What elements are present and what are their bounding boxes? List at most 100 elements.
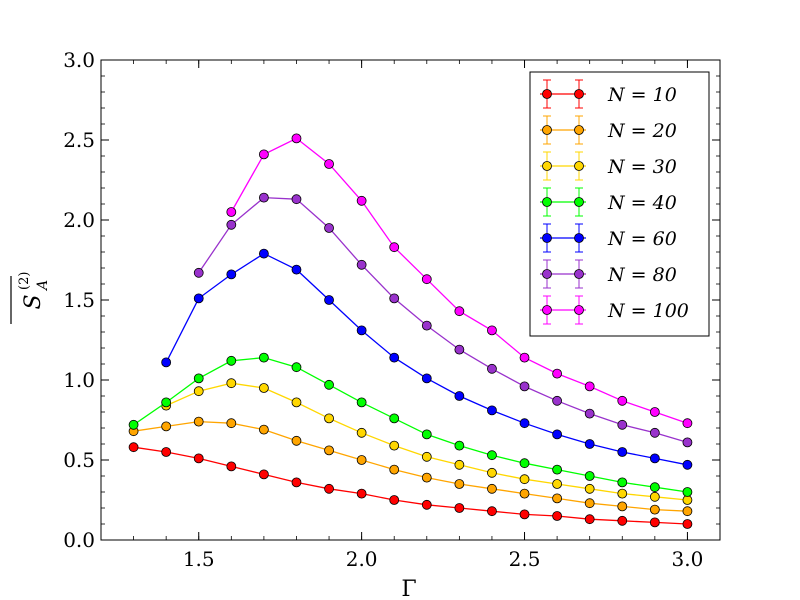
data-point	[487, 467, 497, 478]
data-point	[258, 352, 269, 363]
series-1	[128, 442, 693, 529]
data-point	[356, 325, 367, 336]
y-tick-label: 1.0	[63, 368, 95, 392]
y-axis-label: S A (2)	[10, 272, 51, 324]
data-point	[324, 295, 334, 305]
data-point	[682, 418, 693, 429]
data-point	[421, 451, 432, 462]
data-point	[649, 482, 660, 493]
legend-label: N = 60	[607, 228, 677, 250]
data-point	[258, 469, 269, 480]
data-point	[356, 259, 367, 270]
legend-marker	[542, 161, 552, 171]
data-point	[258, 424, 269, 435]
svg-text:(2): (2)	[17, 272, 32, 290]
data-point	[291, 362, 302, 373]
data-point	[226, 355, 237, 366]
series-layer	[128, 133, 693, 529]
data-point	[226, 418, 237, 429]
data-point	[226, 378, 237, 389]
data-point	[682, 459, 693, 470]
data-point	[552, 493, 563, 504]
legend-marker	[574, 89, 584, 99]
series-5	[161, 248, 693, 470]
data-point	[193, 267, 204, 278]
legend-entry: N = 40	[540, 187, 677, 217]
legend-marker	[542, 305, 552, 315]
legend-marker	[574, 269, 584, 279]
data-point	[389, 495, 400, 505]
data-point	[324, 223, 334, 233]
data-point	[682, 437, 693, 448]
data-point	[193, 416, 204, 427]
data-point	[617, 515, 628, 526]
data-point	[584, 514, 595, 525]
data-point	[389, 242, 400, 253]
legend-marker	[574, 233, 584, 243]
series-line	[198, 196, 688, 444]
legend-entry: N = 10	[540, 79, 677, 109]
data-point	[193, 373, 204, 384]
data-point	[649, 491, 660, 502]
data-point	[454, 479, 465, 489]
data-point	[258, 383, 269, 393]
legend-label: N = 80	[607, 264, 677, 286]
legend-entry: N = 100	[540, 295, 689, 325]
data-point	[454, 306, 465, 317]
svg-text:A: A	[35, 280, 51, 292]
data-point	[584, 439, 595, 449]
data-point	[356, 488, 367, 499]
data-point	[389, 413, 400, 424]
data-point	[421, 472, 432, 483]
data-point	[421, 320, 432, 331]
data-point	[324, 159, 334, 169]
data-point	[291, 435, 302, 446]
legend-label: N = 10	[607, 84, 677, 106]
legend-entry: N = 80	[540, 259, 677, 289]
series-4	[128, 352, 693, 497]
data-point	[421, 499, 432, 510]
series-6	[193, 192, 693, 448]
data-point	[356, 427, 367, 438]
data-point	[454, 440, 465, 451]
data-point	[226, 207, 237, 217]
data-point	[617, 501, 628, 512]
legend-entry: N = 60	[540, 223, 677, 253]
data-point	[258, 192, 269, 203]
data-point	[226, 269, 237, 280]
data-point	[161, 357, 172, 368]
data-point	[487, 325, 497, 336]
data-point	[324, 379, 334, 390]
data-point	[291, 133, 302, 144]
legend-marker	[542, 125, 552, 135]
legend-marker	[542, 269, 552, 279]
data-point	[682, 506, 693, 517]
data-point	[421, 274, 432, 285]
y-tick-label: 0.5	[63, 448, 95, 472]
data-point	[454, 503, 465, 513]
legend-marker	[542, 197, 552, 207]
data-point	[649, 407, 660, 417]
data-point	[161, 447, 172, 457]
series-line	[133, 420, 688, 512]
data-point	[487, 506, 497, 517]
legend-marker	[574, 305, 584, 315]
data-point	[421, 373, 432, 384]
legend-marker	[542, 233, 552, 243]
data-point	[161, 397, 172, 408]
data-point	[584, 483, 595, 494]
data-point	[324, 483, 334, 494]
data-point	[649, 504, 660, 515]
data-point	[552, 368, 563, 379]
data-point	[454, 344, 465, 355]
data-point	[552, 429, 563, 440]
data-point	[324, 445, 334, 456]
series-3	[161, 378, 693, 505]
data-point	[389, 464, 400, 475]
data-point	[487, 483, 497, 494]
data-point	[617, 419, 628, 430]
data-point	[128, 442, 139, 453]
data-point	[487, 405, 497, 416]
data-point	[128, 419, 139, 430]
x-tick-label: 2.0	[346, 547, 378, 571]
